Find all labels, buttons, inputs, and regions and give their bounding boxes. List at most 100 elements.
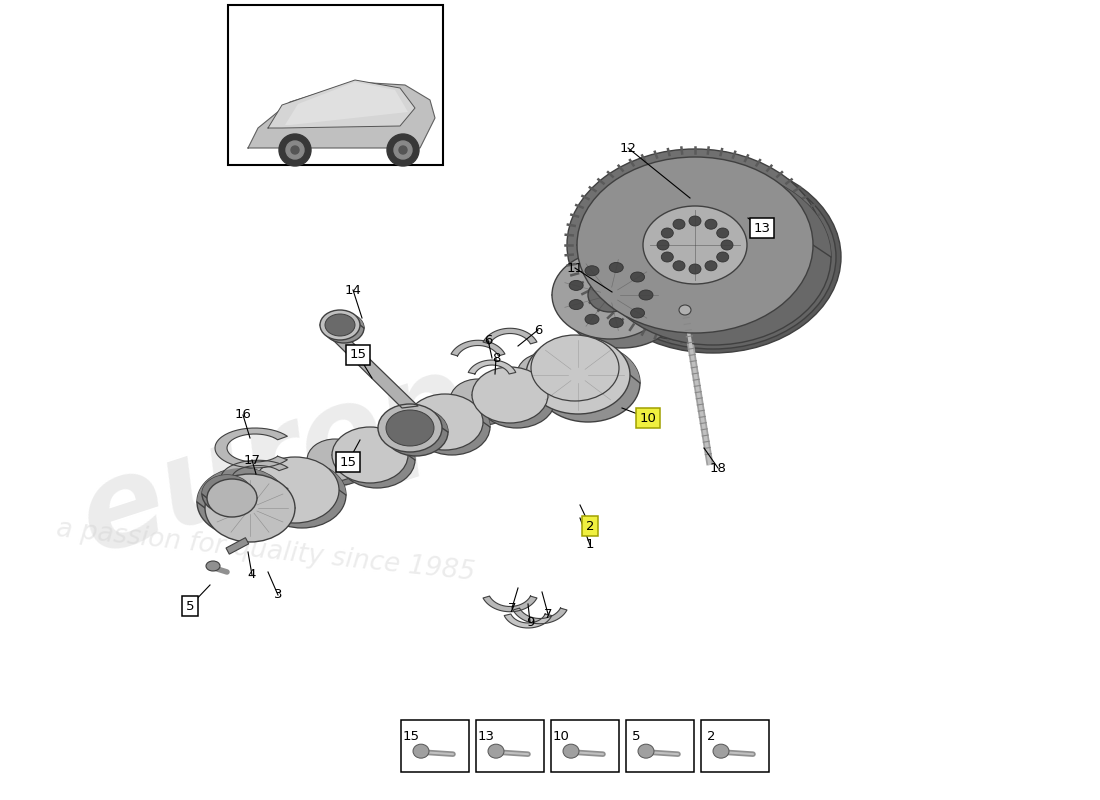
Polygon shape xyxy=(542,356,578,386)
Ellipse shape xyxy=(526,336,630,414)
Polygon shape xyxy=(333,443,372,472)
Polygon shape xyxy=(285,82,408,125)
Polygon shape xyxy=(268,80,415,128)
Polygon shape xyxy=(469,360,516,374)
Polygon shape xyxy=(197,468,295,508)
Ellipse shape xyxy=(202,475,252,513)
Ellipse shape xyxy=(412,744,429,758)
Text: 4: 4 xyxy=(248,569,256,582)
Ellipse shape xyxy=(639,290,653,300)
Text: 12: 12 xyxy=(619,142,637,154)
Text: 8: 8 xyxy=(492,351,500,365)
Text: 2: 2 xyxy=(706,730,715,743)
Ellipse shape xyxy=(644,206,747,284)
Ellipse shape xyxy=(517,353,573,395)
Ellipse shape xyxy=(339,432,415,488)
Ellipse shape xyxy=(531,335,619,401)
Text: 9: 9 xyxy=(526,615,535,629)
Ellipse shape xyxy=(673,219,685,230)
Ellipse shape xyxy=(538,340,626,406)
Polygon shape xyxy=(578,157,830,257)
Text: 16: 16 xyxy=(234,409,252,422)
Ellipse shape xyxy=(324,313,364,343)
Ellipse shape xyxy=(552,251,668,339)
Polygon shape xyxy=(450,379,512,404)
Polygon shape xyxy=(503,351,582,412)
Circle shape xyxy=(279,134,311,166)
Polygon shape xyxy=(363,406,452,471)
Ellipse shape xyxy=(630,308,645,318)
Ellipse shape xyxy=(456,383,512,425)
Text: 2: 2 xyxy=(585,519,594,533)
Ellipse shape xyxy=(450,379,506,421)
Polygon shape xyxy=(531,335,626,373)
Bar xyxy=(476,720,544,772)
Polygon shape xyxy=(288,450,342,499)
Text: 13: 13 xyxy=(477,730,495,743)
Bar xyxy=(701,720,769,772)
Ellipse shape xyxy=(324,314,355,336)
Polygon shape xyxy=(251,457,346,495)
Polygon shape xyxy=(363,418,415,465)
Polygon shape xyxy=(504,614,552,628)
Circle shape xyxy=(286,141,304,159)
Ellipse shape xyxy=(661,228,673,238)
Bar xyxy=(551,720,619,772)
Ellipse shape xyxy=(332,427,408,483)
Ellipse shape xyxy=(657,240,669,250)
Polygon shape xyxy=(476,383,512,412)
Polygon shape xyxy=(526,336,640,383)
Ellipse shape xyxy=(307,439,363,481)
Ellipse shape xyxy=(569,281,583,290)
Polygon shape xyxy=(483,596,537,612)
Polygon shape xyxy=(332,427,415,460)
Polygon shape xyxy=(379,407,442,432)
Bar xyxy=(226,538,249,554)
Ellipse shape xyxy=(564,260,680,348)
Ellipse shape xyxy=(205,474,295,542)
Text: europ: europ xyxy=(65,342,483,578)
Ellipse shape xyxy=(609,262,624,273)
Polygon shape xyxy=(406,410,447,440)
Bar xyxy=(626,720,694,772)
Ellipse shape xyxy=(705,261,717,270)
Ellipse shape xyxy=(689,216,701,226)
Text: 10: 10 xyxy=(639,411,657,425)
Polygon shape xyxy=(287,438,377,506)
Ellipse shape xyxy=(386,411,442,453)
Ellipse shape xyxy=(379,407,436,449)
Ellipse shape xyxy=(630,272,645,282)
Ellipse shape xyxy=(384,408,448,456)
Polygon shape xyxy=(214,428,287,468)
Polygon shape xyxy=(221,460,288,496)
Circle shape xyxy=(399,146,407,154)
Ellipse shape xyxy=(386,410,434,446)
Text: 13: 13 xyxy=(754,222,770,234)
Text: 11: 11 xyxy=(566,262,583,274)
Ellipse shape xyxy=(679,305,691,315)
Circle shape xyxy=(394,141,412,159)
Ellipse shape xyxy=(638,744,654,758)
Ellipse shape xyxy=(258,462,346,528)
Text: 5: 5 xyxy=(186,599,195,613)
Ellipse shape xyxy=(585,314,600,324)
Bar xyxy=(402,720,469,772)
Ellipse shape xyxy=(585,266,600,276)
Polygon shape xyxy=(517,353,579,378)
Ellipse shape xyxy=(578,157,813,333)
Ellipse shape xyxy=(713,744,729,758)
Text: 7: 7 xyxy=(508,602,516,614)
Circle shape xyxy=(387,134,419,166)
Text: 17: 17 xyxy=(243,454,261,466)
Ellipse shape xyxy=(251,457,339,523)
Circle shape xyxy=(292,146,299,154)
Polygon shape xyxy=(407,394,490,427)
Text: 10: 10 xyxy=(552,730,570,743)
Ellipse shape xyxy=(661,252,673,262)
Polygon shape xyxy=(483,328,537,344)
Ellipse shape xyxy=(314,443,369,485)
Ellipse shape xyxy=(566,149,823,341)
Ellipse shape xyxy=(689,264,701,274)
Bar xyxy=(228,5,443,165)
Polygon shape xyxy=(378,404,448,432)
